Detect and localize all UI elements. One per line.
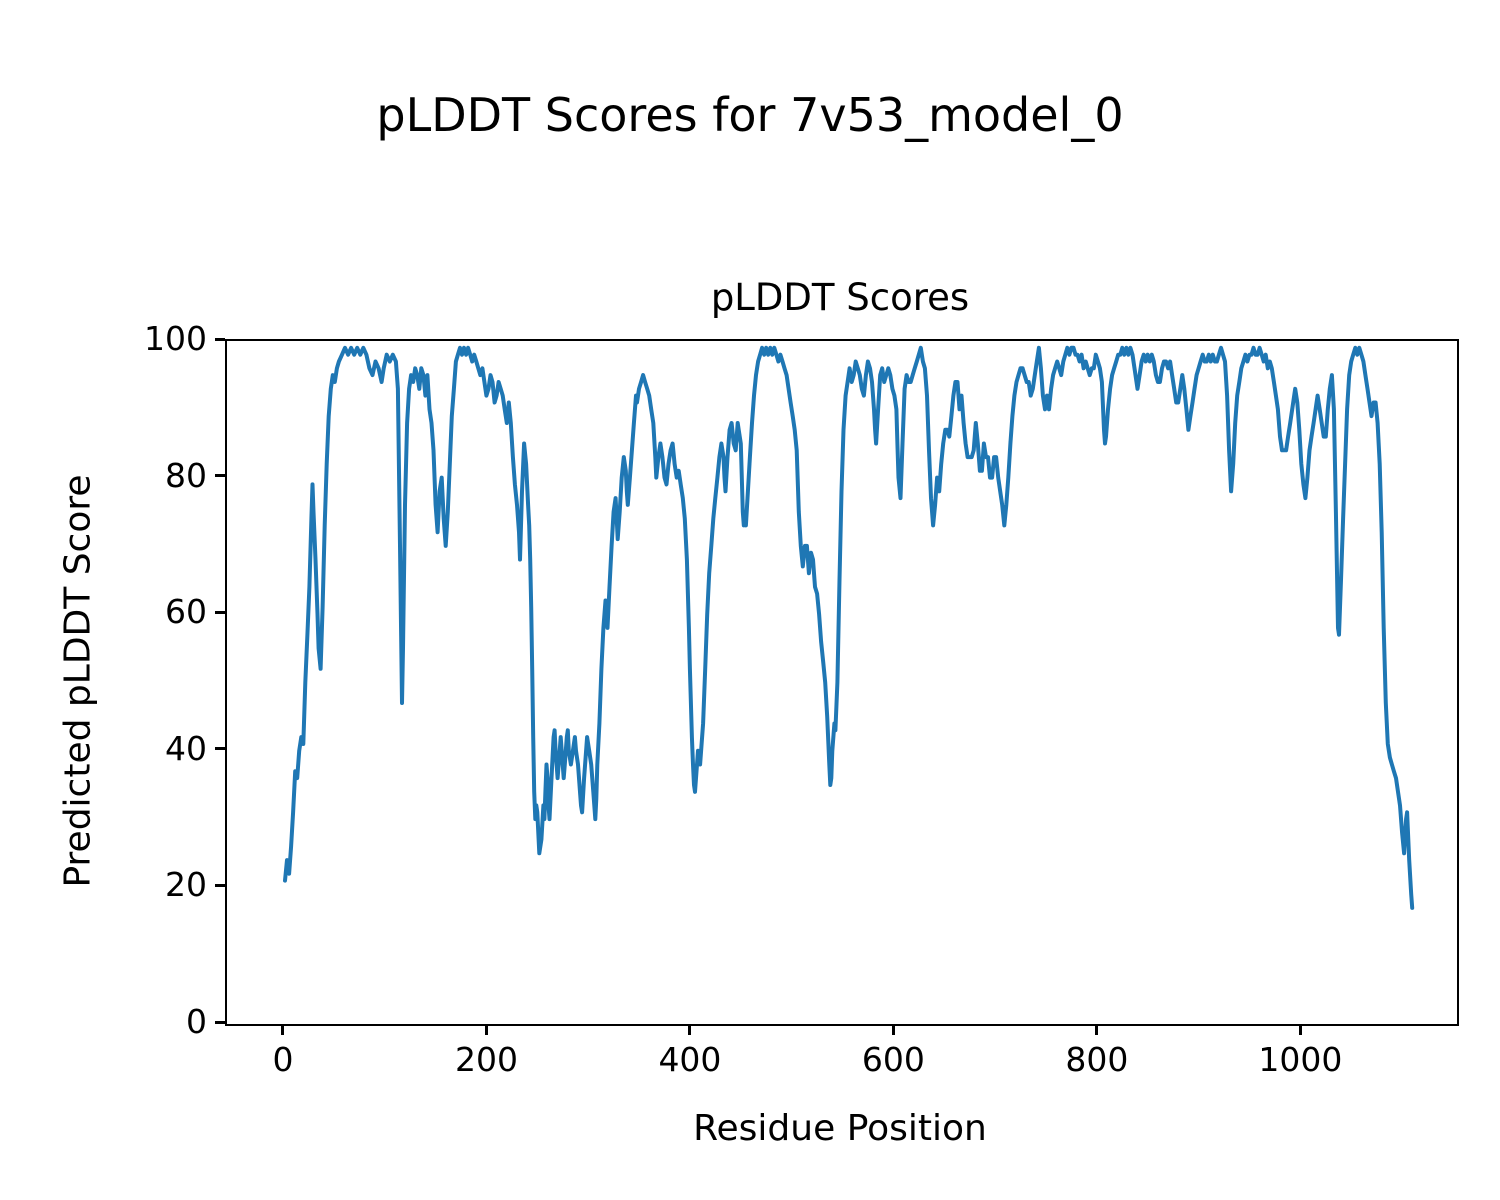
y-tick-label: 60 <box>165 592 207 632</box>
y-tick-mark <box>215 1020 225 1024</box>
figure-suptitle: pLDDT Scores for 7v53_model_0 <box>376 88 1124 142</box>
y-tick-mark <box>215 337 225 341</box>
y-axis-label: Predicted pLDDT Score <box>57 474 99 888</box>
x-tick-mark <box>1095 1024 1099 1035</box>
x-tick-label: 0 <box>272 1040 294 1079</box>
x-tick-mark <box>281 1024 285 1035</box>
plddt-line-series <box>283 345 1415 910</box>
axes-title: pLDDT Scores <box>710 276 970 319</box>
x-tick-label: 800 <box>1065 1040 1129 1079</box>
y-tick-mark <box>215 610 225 614</box>
y-tick-mark <box>215 474 225 478</box>
y-tick-label: 0 <box>186 1002 207 1041</box>
x-tick-mark <box>1298 1024 1302 1035</box>
y-tick-label: 80 <box>165 455 207 495</box>
y-tick-mark <box>215 883 225 887</box>
y-tick-label: 40 <box>165 728 207 768</box>
x-tick-label: 400 <box>658 1040 722 1079</box>
x-tick-mark <box>688 1024 692 1035</box>
x-tick-mark <box>484 1024 488 1035</box>
x-tick-label: 1000 <box>1258 1040 1343 1079</box>
x-axis-label: Residue Position <box>693 1108 987 1149</box>
y-tick-label: 100 <box>144 319 207 358</box>
x-tick-label: 600 <box>861 1040 925 1079</box>
y-tick-label: 20 <box>165 865 207 905</box>
y-tick-mark <box>215 747 225 751</box>
plot-area <box>225 339 1459 1026</box>
x-tick-mark <box>891 1024 895 1035</box>
plot-canvas <box>283 345 1415 910</box>
x-tick-label: 200 <box>454 1040 518 1079</box>
